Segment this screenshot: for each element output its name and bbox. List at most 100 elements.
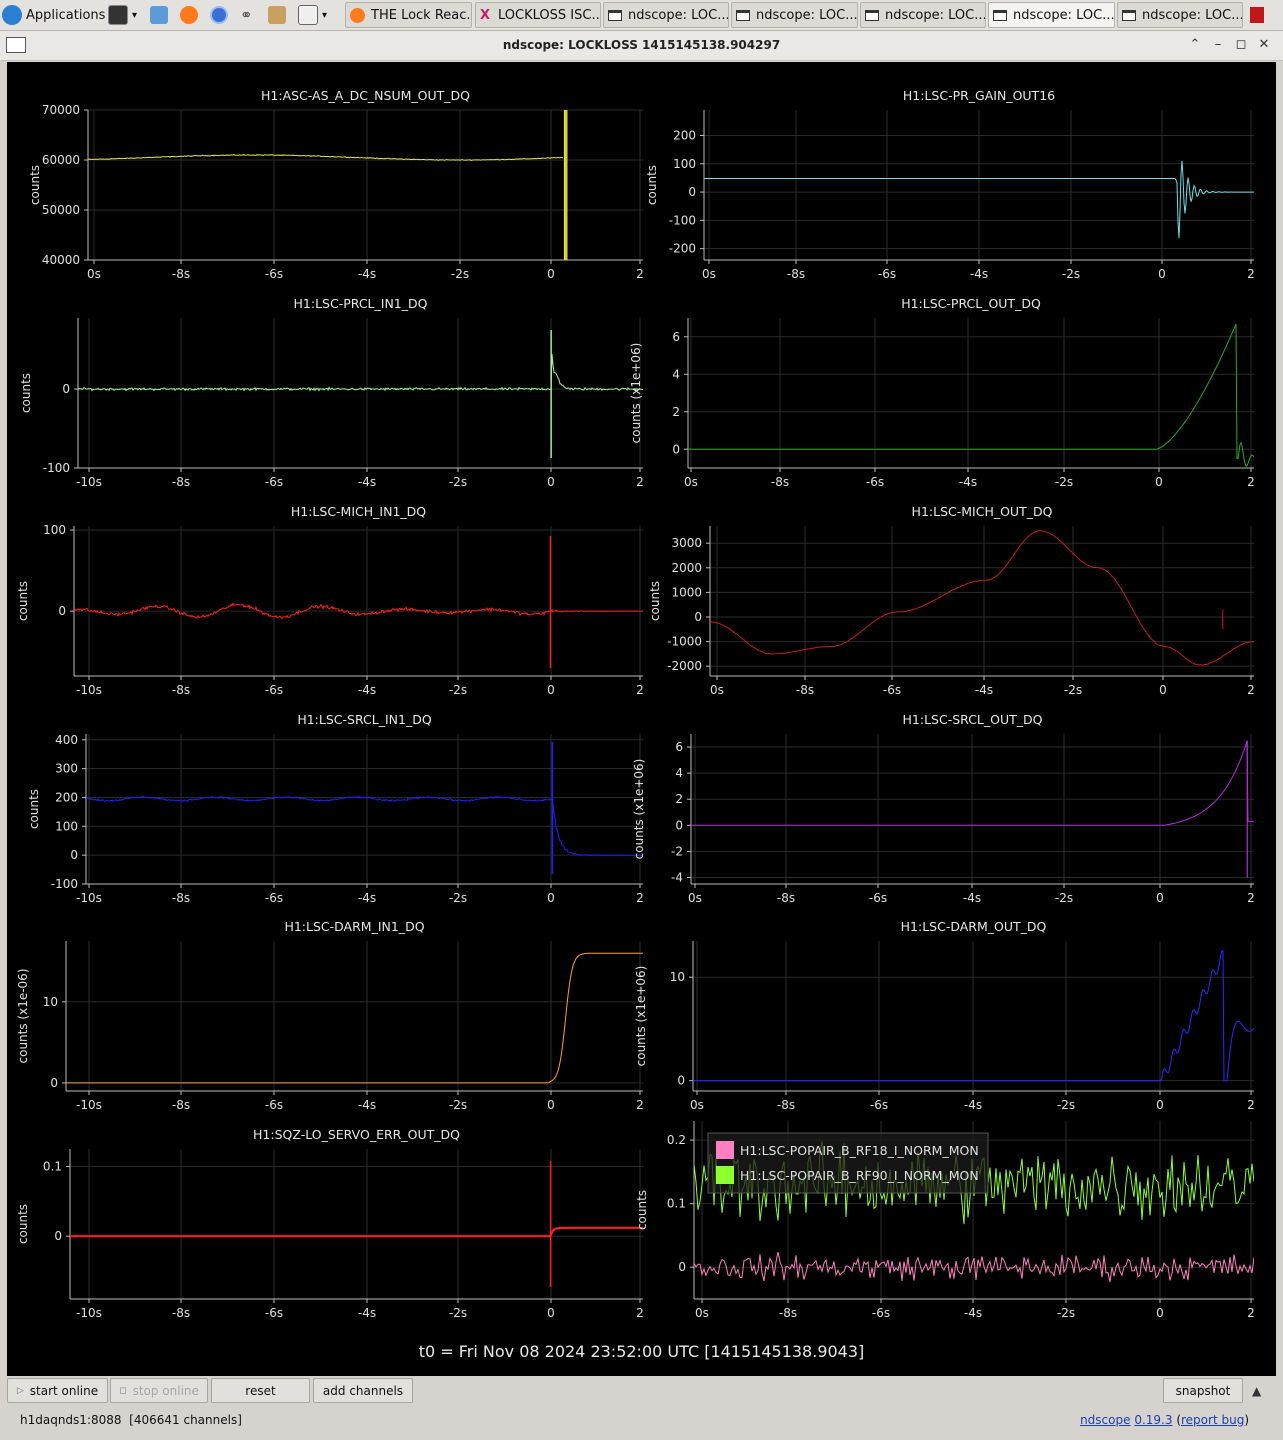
x-tick-label: -10s: [76, 891, 102, 905]
ndscope-link[interactable]: ndscope: [1080, 1413, 1131, 1427]
editor-launcher[interactable]: ▾: [298, 3, 327, 27]
stop-online-label: stop online: [132, 1383, 199, 1398]
plot-panel[interactable]: 40000 50000 60000 70000 0s -8s -6s -4s -2s 0 2 H1:A…: [28, 88, 644, 281]
report-bug-link[interactable]: report bug: [1181, 1413, 1245, 1427]
y-tick-label: 10: [670, 970, 685, 984]
x-tick-label: 0s: [87, 267, 101, 281]
x-tick-label: 0s: [702, 267, 716, 281]
shade-icon[interactable]: ⌃: [1189, 37, 1201, 52]
version-link[interactable]: 0.19.3: [1134, 1413, 1173, 1427]
plot-panel[interactable]: 0 2 4 6 0s -8s -6s -4s -2s 0 2 H1:LSC-PRCL_OUT_DQco…: [629, 296, 1255, 489]
plot-panel[interactable]: -2000 -1000 0 1000 2000 3000 0s -8s -6s -4s -2s 0 2 H…: [648, 504, 1255, 697]
y-tick-label: -200: [669, 242, 696, 256]
taskbar-tab[interactable]: ndscope: LOC...: [603, 2, 729, 28]
plot-title: H1:LSC-SRCL_IN1_DQ: [297, 712, 432, 727]
snapshot-button[interactable]: snapshot: [1163, 1378, 1243, 1403]
applications-menu[interactable]: Applications: [2, 3, 105, 27]
plot-panel[interactable]: 0 0.1 0.2 0s -8s -6s -4s -2s 0 2 counts H1:LSC-POPA…: [635, 1121, 1255, 1320]
plot-panel[interactable]: 0 0.1 -10s -8s -6s -4s -2s 0 2 H1:SQZ-LO_SERVO_ER…: [16, 1127, 644, 1320]
window-icon: [736, 9, 750, 21]
series-group: [78, 330, 643, 458]
y-axis-label: counts: [635, 1190, 649, 1230]
reset-button[interactable]: reset: [211, 1378, 310, 1403]
series-line: [710, 530, 1254, 666]
window-icon: [865, 9, 879, 21]
x-tick-label: 2: [636, 891, 644, 905]
x-tick-label: -6s: [265, 683, 283, 697]
x-tick-label: -6s: [265, 1306, 283, 1320]
plot-title: H1:SQZ-LO_SERVO_ERR_OUT_DQ: [253, 1127, 460, 1142]
taskbar-tab-label: LOCKLOSS ISC...: [498, 7, 601, 23]
users-launcher[interactable]: [268, 3, 290, 27]
x-tick-label: -8s: [172, 1098, 190, 1112]
legend-label: H1:LSC-POPAIR_B_RF18_I_NORM_MON: [740, 1143, 979, 1158]
y-tick-label: 100: [43, 523, 66, 537]
x-tick-label: -8s: [777, 891, 795, 905]
legend-label: H1:LSC-POPAIR_B_RF90_I_NORM_MON: [740, 1168, 979, 1183]
x-tick-label: 2: [636, 1098, 644, 1112]
plot-panel[interactable]: 0 10 -10s -8s -6s -4s -2s 0 2 H1:LSC-DARM_IN1_DQc…: [16, 919, 644, 1112]
y-tick-label: 6: [675, 740, 683, 754]
reset-label: reset: [245, 1383, 276, 1398]
x-tick-label: -2s: [449, 1306, 467, 1320]
firefox-launcher[interactable]: [180, 3, 202, 27]
series-line: [688, 323, 1254, 467]
add-channels-label: add channels: [322, 1383, 404, 1398]
x-tick-label: -6s: [265, 267, 283, 281]
taskbar-tab-label: ndscope: LOC...: [628, 7, 729, 23]
taskbar-tab[interactable]: ndscope: LOC...: [731, 2, 858, 28]
start-online-button[interactable]: ▷ start online: [7, 1378, 108, 1403]
server-status: h1daqnds1:8088 [406641 channels]: [20, 1413, 242, 1427]
y-tick-label: 0: [675, 818, 683, 832]
plot-panel[interactable]: -100 0 -10s -8s -6s -4s -2s 0 2 H1:LSC-PRCL_IN1_D…: [19, 296, 644, 489]
x-tick-label: -2s: [449, 891, 467, 905]
taskbar-tab[interactable]: X LOCKLOSS ISC...: [475, 2, 601, 28]
series-line: [691, 741, 1254, 826]
plot-panel[interactable]: -4 -2 0 2 4 6 0s -8s -6s -4s -2s 0 2 H1:LSC-SRCL_OUT_…: [632, 712, 1255, 905]
plot-panel[interactable]: -100 0 100 200 300 400 -10s -8s -6s -4s -2s 0 2 H1:LS…: [27, 712, 644, 905]
window-menu-icon[interactable]: [6, 37, 26, 53]
plot-area[interactable]: 40000 50000 60000 70000 0s -8s -6s -4s -2s 0 2 H1:A…: [7, 62, 1276, 1376]
taskbar-tab[interactable]: THE Lock Reac...: [345, 2, 472, 28]
y-axis-label: counts: [16, 1204, 30, 1244]
x-tick-label: 0s: [710, 683, 724, 697]
app-tab-icon[interactable]: [1250, 7, 1264, 23]
legend: H1:LSC-POPAIR_B_RF18_I_NORM_MON H1:LSC-PO…: [707, 1132, 989, 1194]
y-tick-label: -2: [671, 844, 683, 858]
stop-online-button[interactable]: ◻ stop online: [110, 1378, 208, 1403]
add-channels-button[interactable]: add channels: [313, 1378, 413, 1403]
close-icon[interactable]: ✕: [1258, 37, 1270, 52]
chromium-launcher[interactable]: [210, 3, 232, 27]
minimize-icon[interactable]: –: [1214, 37, 1222, 52]
x-tick-label: 2: [1247, 1306, 1255, 1320]
series-line: [74, 602, 643, 620]
terminal-launcher[interactable]: ▾: [108, 3, 137, 27]
legend-swatch: [716, 1141, 734, 1159]
plot-panel[interactable]: 0 100 -10s -8s -6s -4s -2s 0 2 H1:LSC-MICH_IN1_DQ…: [16, 504, 644, 697]
series-group: [691, 740, 1254, 878]
x-tick-label: 2: [1247, 267, 1255, 281]
x-tick-label: -4s: [358, 891, 376, 905]
x-tick-label: 2: [636, 267, 644, 281]
taskbar-tab[interactable]: ndscope: LOC...: [860, 2, 986, 28]
taskbar-tab[interactable]: ndscope: LOC...: [988, 2, 1115, 28]
taskbar-tab-label: ndscope: LOC...: [1013, 7, 1115, 23]
maximize-icon[interactable]: ◻: [1235, 37, 1247, 52]
x-tick-label: -2s: [1055, 891, 1073, 905]
plot-panel[interactable]: -200 -100 0 100 200 0s -8s -6s -4s -2s 0 2 H1:LSC-PR…: [645, 88, 1255, 281]
x-tick-label: -6s: [265, 475, 283, 489]
y-tick-label: 60000: [42, 153, 80, 167]
plot-panel[interactable]: 0 10 0s -8s -6s -4s -2s 0 2 H1:LSC-DARM_OUT_DQcou…: [634, 919, 1255, 1112]
x-tick-label: -2s: [449, 683, 467, 697]
y-tick-label: 2000: [671, 561, 702, 575]
x-tick-label: -8s: [796, 683, 814, 697]
y-tick-label: 4: [675, 766, 683, 780]
x-tick-label: 0s: [690, 1098, 704, 1112]
y-tick-label: 0.1: [667, 1197, 686, 1211]
files-launcher[interactable]: [150, 3, 172, 27]
taskbar-tab[interactable]: ndscope: LOC...: [1117, 2, 1243, 28]
expand-up-icon[interactable]: ▲: [1252, 1384, 1262, 1398]
x-tick-label: -4s: [959, 475, 977, 489]
share-launcher[interactable]: ⚭: [240, 3, 262, 27]
